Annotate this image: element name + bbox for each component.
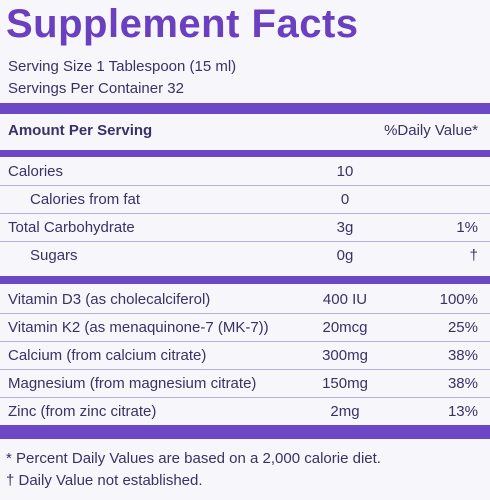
nutrient-row: Vitamin D3 (as cholecalciferol) 400 IU 100… (0, 286, 490, 314)
daily-value: 100% (439, 291, 478, 308)
nutrient-name: Sugars (30, 247, 78, 264)
nutrient-name: Calories (8, 163, 64, 180)
nutrient-amount: 2mg (330, 403, 360, 420)
divider (0, 103, 490, 114)
nutrient-name: Calories from fat (30, 191, 141, 208)
daily-value-header: %Daily Value* (384, 122, 478, 139)
nutrient-row: Calories 10 (0, 158, 490, 186)
nutrient-name: Magnesium (from magnesium citrate) (8, 375, 257, 392)
nutrient-name: Vitamin D3 (as cholecalciferol) (8, 291, 211, 308)
divider (0, 150, 490, 157)
footnote: † Daily Value not established. (6, 472, 203, 489)
title: Supplement Facts (6, 2, 359, 46)
nutrient-row: Calcium (from calcium citrate) 300mg 38% (0, 342, 490, 370)
nutrient-amount: 3g (336, 219, 354, 236)
nutrient-amount: 10 (336, 163, 354, 180)
amount-header: Amount Per Serving (8, 122, 153, 139)
nutrient-amount: 150mg (322, 375, 368, 392)
nutrient-name: Zinc (from zinc citrate) (8, 403, 157, 420)
divider (0, 425, 490, 439)
divider (0, 276, 490, 284)
daily-value: † (469, 247, 478, 264)
nutrient-name: Total Carbohydrate (8, 219, 135, 236)
nutrient-row: Total Carbohydrate 3g 1% (0, 214, 490, 242)
serving-size: Serving Size 1 Tablespoon (15 ml) (8, 58, 237, 75)
nutrient-amount: 0g (336, 247, 354, 264)
nutrient-row: Sugars 0g † (0, 242, 490, 269)
footnote: * Percent Daily Values are based on a 2,… (6, 450, 381, 467)
section: Vitamin D3 (as cholecalciferol) 400 IU 100… (0, 286, 490, 425)
section: Calories 10 Calories from fat 0 Total Carboh… (0, 158, 490, 269)
servings-per-container: Servings Per Container 32 (8, 80, 184, 97)
daily-value: 38% (447, 375, 478, 392)
nutrient-amount: 300mg (322, 347, 368, 364)
nutrient-name: Vitamin K2 (as menaquinone-7 (MK-7)) (8, 319, 269, 336)
nutrient-row: Calories from fat 0 (0, 186, 490, 214)
daily-value: 25% (447, 319, 478, 336)
daily-value: 13% (447, 403, 478, 420)
nutrient-amount: 400 IU (322, 291, 368, 308)
nutrient-row: Magnesium (from magnesium citrate) 150mg 3… (0, 370, 490, 398)
nutrient-row: Vitamin K2 (as menaquinone-7 (MK-7)) 20mc… (0, 314, 490, 342)
nutrient-row: Zinc (from zinc citrate) 2mg 13% (0, 398, 490, 425)
nutrient-amount: 20mcg (322, 319, 368, 336)
nutrient-amount: 0 (340, 191, 350, 208)
daily-value: 1% (456, 219, 478, 236)
daily-value: 38% (447, 347, 478, 364)
nutrient-name: Calcium (from calcium citrate) (8, 347, 207, 364)
